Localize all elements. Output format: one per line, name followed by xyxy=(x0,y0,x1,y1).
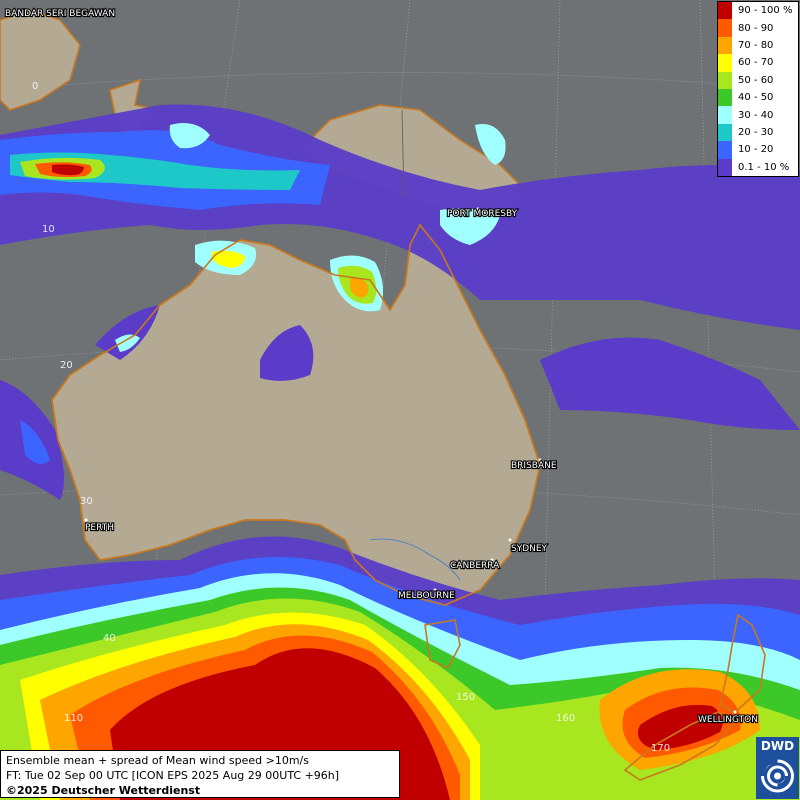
legend-swatch xyxy=(718,88,732,107)
legend-row: 50 - 60 xyxy=(718,71,798,89)
legend-swatch xyxy=(718,19,732,37)
city-dot-sydney xyxy=(508,538,512,542)
overlay-bismarck-30 xyxy=(475,124,506,165)
city-dot-brisbane xyxy=(538,458,542,462)
swirl-icon xyxy=(760,759,794,793)
overlay-banda-30 xyxy=(169,122,210,149)
legend-row: 80 - 90 xyxy=(718,19,798,37)
city-label-sydney: SYDNEY xyxy=(511,544,548,554)
legend: 90 - 100 % 80 - 90 70 - 80 60 - 70 50 - … xyxy=(717,1,799,177)
legend-swatch xyxy=(718,123,732,142)
overlay-nz-90 xyxy=(637,704,723,750)
legend-row: 60 - 70 xyxy=(718,54,798,72)
legend-label: 0.1 - 10 % xyxy=(738,161,790,173)
city-label-port-moresby: PORT MORESBY xyxy=(447,209,518,219)
legend-swatch xyxy=(718,158,732,176)
legend-label: 30 - 40 xyxy=(738,109,774,121)
legend-swatch xyxy=(718,54,732,72)
grid-label-lon110: 110 xyxy=(64,713,83,724)
legend-row: 0.1 - 10 % xyxy=(718,158,798,176)
grid-label-lat20: 20 xyxy=(60,360,73,371)
city-label-bandar: BANDAR SERI BEGAWAN xyxy=(5,9,115,19)
grid-label-lon170: 170 xyxy=(651,743,670,754)
grid-label-lon150: 150 xyxy=(456,692,475,703)
info-box: Ensemble mean + spread of Mean wind spee… xyxy=(0,750,400,798)
overlay-coral-sea-10 xyxy=(540,337,800,430)
overlay-wa-10 xyxy=(95,305,160,360)
legend-row: 10 - 20 xyxy=(718,141,798,159)
river xyxy=(369,538,461,581)
overlay-png-30 xyxy=(440,208,500,245)
legend-row: 20 - 30 xyxy=(718,123,798,142)
coastlines xyxy=(51,223,766,781)
grid-label-lat30: 30 xyxy=(80,496,93,507)
overlay-westcoast-20 xyxy=(20,420,50,464)
legend-label: 50 - 60 xyxy=(738,74,774,86)
city-label-wellington: WELLINGTON xyxy=(698,715,758,725)
city-dot-perth xyxy=(84,518,88,522)
legend-label: 90 - 100 % xyxy=(738,5,793,17)
legend-label: 70 - 80 xyxy=(738,39,774,51)
overlay-wa-30 xyxy=(115,334,140,352)
overlay-inland-10 xyxy=(260,325,314,381)
city-label-canberra: CANBERRA xyxy=(450,561,500,571)
city-dot-canberra xyxy=(490,558,494,562)
legend-label: 40 - 50 xyxy=(738,92,774,104)
legend-row: 30 - 40 xyxy=(718,106,798,124)
legend-label: 10 - 20 xyxy=(738,144,774,156)
legend-label: 80 - 90 xyxy=(738,22,774,34)
legend-swatch xyxy=(718,36,732,55)
overlay-carpentaria-70 xyxy=(350,277,369,298)
legend-row: 70 - 80 xyxy=(718,36,798,55)
overlay-java-90 xyxy=(52,164,84,176)
grid-label-lat40: 40 xyxy=(103,633,116,644)
city-dot-wellington xyxy=(733,710,737,714)
legend-row: 40 - 50 xyxy=(718,88,798,107)
grid-label-lat10: 10 xyxy=(42,224,55,235)
forecast-time: FT: Tue 02 Sep 00 UTC [ICON EPS 2025 Aug… xyxy=(6,769,340,782)
legend-row: 90 - 100 % xyxy=(718,2,798,20)
city-markers: BANDAR SERI BEGAWAN PORT MORESBY BRISBAN… xyxy=(4,8,759,726)
product-description: Ensemble mean + spread of Mean wind spee… xyxy=(6,754,309,767)
borders xyxy=(401,109,405,199)
city-label-melbourne: MELBOURNE xyxy=(398,591,455,601)
city-label-perth: PERTH xyxy=(85,523,114,533)
dwd-logo-text: DWD xyxy=(760,739,795,753)
legend-label: 20 - 30 xyxy=(738,126,774,138)
city-label-brisbane: BRISBANE xyxy=(511,461,557,471)
copyright: ©2025 Deutscher Wetterdienst xyxy=(6,784,201,797)
legend-swatch xyxy=(718,2,732,20)
city-dot-melbourne xyxy=(433,588,437,592)
grid-label-lat0: 0 xyxy=(32,81,38,92)
city-dot-port-moresby xyxy=(476,207,480,211)
grid-label-lon160: 160 xyxy=(556,713,575,724)
legend-swatch xyxy=(718,106,732,124)
legend-swatch xyxy=(718,71,732,89)
city-dot-bandar xyxy=(36,10,40,14)
overlay-arnhem-60 xyxy=(212,250,245,268)
legend-swatch xyxy=(718,141,732,159)
dwd-logo: DWD xyxy=(756,737,799,799)
legend-label: 60 - 70 xyxy=(738,57,774,69)
borneo xyxy=(0,9,81,111)
